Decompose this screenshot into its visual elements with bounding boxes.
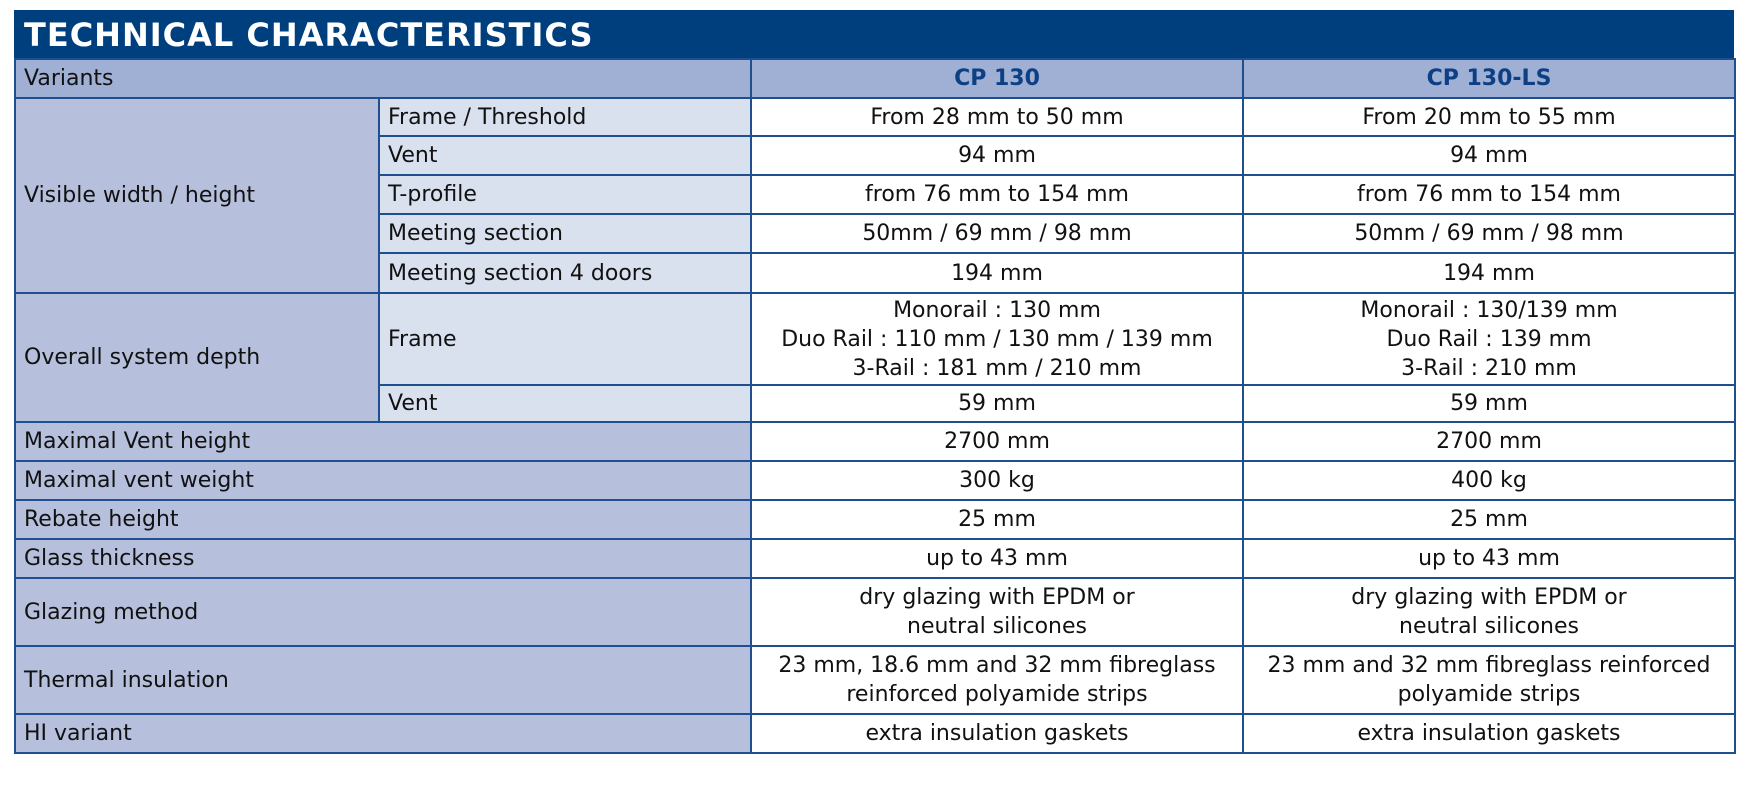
value-line: 3-Rail : 210 mm <box>1401 355 1577 381</box>
value-line: Duo Rail : 110 mm / 130 mm / 139 mm <box>781 326 1213 352</box>
overall-depth-label: Overall system depth <box>14 292 380 423</box>
cp130-value: 23 mm, 18.6 mm and 32 mm fibreglass rein… <box>750 645 1244 715</box>
cp130-value: dry glazing with EPDM or neutral silicon… <box>750 577 1244 647</box>
value-line: 3-Rail : 181 mm / 210 mm <box>852 355 1142 381</box>
cp130ls-value: 400 kg <box>1242 460 1736 501</box>
cp130-value: 50mm / 69 mm / 98 mm <box>750 213 1244 254</box>
row-label: Maximal Vent height <box>14 421 752 462</box>
row-label: HI variant <box>14 713 752 754</box>
variant-cp130-header: CP 130 <box>750 58 1244 99</box>
cp130ls-value: dry glazing with EPDM or neutral silicon… <box>1242 577 1736 647</box>
variant-cp130ls-header: CP 130-LS <box>1242 58 1736 99</box>
value-line: neutral silicones <box>1399 614 1579 639</box>
value-line: 23 mm, 18.6 mm and 32 mm fibreglass <box>778 653 1216 678</box>
spec-table: Variants CP 130 CP 130-LS Visible width … <box>14 58 1736 754</box>
cp130ls-value: 25 mm <box>1242 499 1736 540</box>
sub-label: Meeting section <box>378 213 752 254</box>
cp130-value: 59 mm <box>750 384 1244 423</box>
row-label: Glazing method <box>14 577 752 647</box>
row-label: Maximal vent weight <box>14 460 752 501</box>
value-line: 23 mm and 32 mm fibreglass reinforced <box>1267 653 1711 678</box>
value-line: Monorail : 130 mm <box>893 297 1101 323</box>
sub-label: T-profile <box>378 174 752 215</box>
table-row: Glass thickness up to 43 mm up to 43 mm <box>14 538 1736 579</box>
sub-label: Frame / Threshold <box>378 97 752 137</box>
cp130ls-value: 50mm / 69 mm / 98 mm <box>1242 213 1736 254</box>
value-line: reinforced polyamide strips <box>846 682 1148 707</box>
table-row: HI variant extra insulation gaskets extr… <box>14 713 1736 754</box>
section-title: TECHNICAL CHARACTERISTICS <box>14 10 1734 58</box>
row-label: Rebate height <box>14 499 752 540</box>
table-row: T-profile from 76 mm to 154 mm from 76 m… <box>15 174 1736 215</box>
table-row: Maximal vent weight 300 kg 400 kg <box>14 460 1736 501</box>
cp130-value: Monorail : 130 mm Duo Rail : 110 mm / 13… <box>750 292 1244 386</box>
cp130ls-value: 59 mm <box>1242 384 1736 423</box>
visible-width-label: Visible width / height <box>14 97 380 294</box>
cp130-value: extra insulation gaskets <box>750 713 1244 754</box>
cp130ls-value: From 20 mm to 55 mm <box>1242 97 1736 137</box>
table-row: Visible width / height Frame / Threshold… <box>14 97 1736 294</box>
cp130-value: 194 mm <box>750 252 1244 294</box>
table-row: Glazing method dry glazing with EPDM or … <box>14 577 1736 647</box>
sub-label: Vent <box>378 384 752 423</box>
table-row: Vent 59 mm 59 mm <box>15 384 1736 423</box>
sub-label: Meeting section 4 doors <box>378 252 752 294</box>
cp130ls-value: 194 mm <box>1242 252 1736 294</box>
value-line: Monorail : 130/139 mm <box>1360 297 1618 323</box>
cp130-value: 25 mm <box>750 499 1244 540</box>
value-line: polyamide strips <box>1397 682 1581 707</box>
table-row: Overall system depth Frame Monorail : 13… <box>14 292 1736 423</box>
cp130ls-value: from 76 mm to 154 mm <box>1242 174 1736 215</box>
value-line: Duo Rail : 139 mm <box>1386 326 1592 352</box>
table-row: Maximal Vent height 2700 mm 2700 mm <box>14 421 1736 462</box>
value-line: dry glazing with EPDM or <box>1351 585 1627 610</box>
table-row: Vent 94 mm 94 mm <box>15 135 1736 176</box>
sub-label: Vent <box>378 135 752 176</box>
row-label: Glass thickness <box>14 538 752 579</box>
header-row: Variants CP 130 CP 130-LS <box>14 58 1736 99</box>
cp130ls-value: 2700 mm <box>1242 421 1736 462</box>
cp130-value: from 76 mm to 154 mm <box>750 174 1244 215</box>
cp130-value: 94 mm <box>750 135 1244 176</box>
row-label: Thermal insulation <box>14 645 752 715</box>
sub-label: Frame <box>378 292 752 386</box>
cp130-value: 2700 mm <box>750 421 1244 462</box>
cp130ls-value: 23 mm and 32 mm fibreglass reinforced po… <box>1242 645 1736 715</box>
variants-label: Variants <box>14 58 752 99</box>
cp130-value: From 28 mm to 50 mm <box>750 97 1244 137</box>
table-row: Meeting section 50mm / 69 mm / 98 mm 50m… <box>15 213 1736 254</box>
table-row: Rebate height 25 mm 25 mm <box>14 499 1736 540</box>
table-row: Thermal insulation 23 mm, 18.6 mm and 32… <box>14 645 1736 715</box>
cp130ls-value: up to 43 mm <box>1242 538 1736 579</box>
value-line: dry glazing with EPDM or <box>859 585 1135 610</box>
cp130-value: 300 kg <box>750 460 1244 501</box>
cp130-value: up to 43 mm <box>750 538 1244 579</box>
value-line: neutral silicones <box>907 614 1087 639</box>
tech-characteristics: TECHNICAL CHARACTERISTICS Variants CP 13… <box>14 10 1736 754</box>
table-row: Meeting section 4 doors 194 mm 194 mm <box>15 252 1736 294</box>
cp130ls-value: extra insulation gaskets <box>1242 713 1736 754</box>
cp130ls-value: 94 mm <box>1242 135 1736 176</box>
cp130ls-value: Monorail : 130/139 mm Duo Rail : 139 mm … <box>1242 292 1736 386</box>
